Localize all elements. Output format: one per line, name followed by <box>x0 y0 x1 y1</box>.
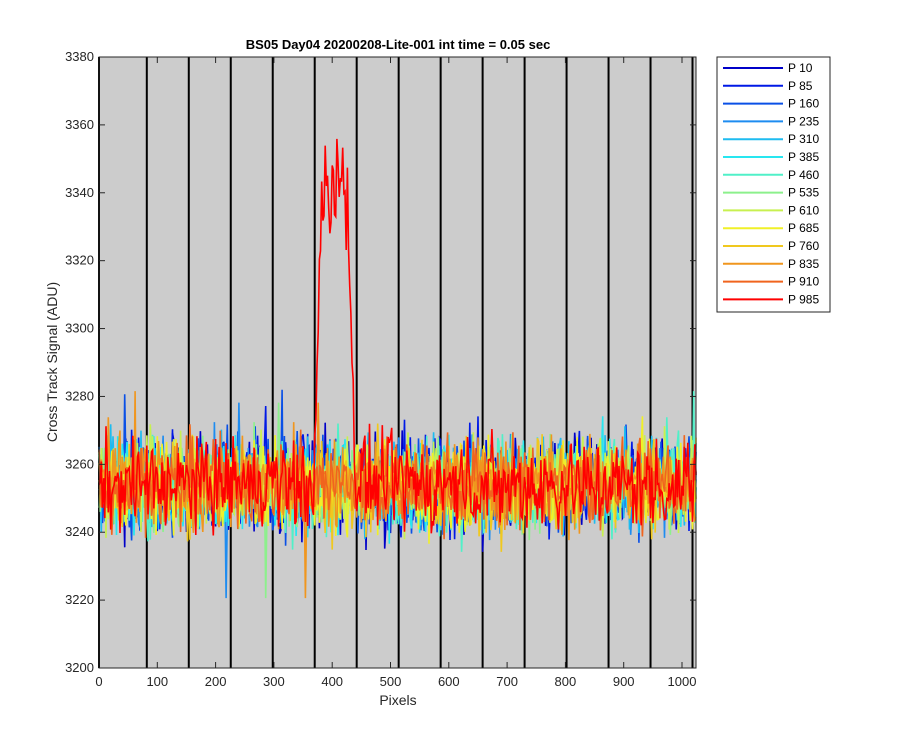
legend-entry: P 235 <box>788 114 819 128</box>
y-tick-label: 3360 <box>65 117 94 132</box>
legend-box <box>716 56 831 313</box>
series-line-p-910 <box>98 424 697 540</box>
y-tick-label: 3300 <box>65 321 94 336</box>
x-tick-label: 500 <box>380 674 402 689</box>
y-tick-label: 3200 <box>65 660 94 675</box>
legend-entry: P 460 <box>788 168 819 182</box>
legend-entry: P 910 <box>788 275 819 289</box>
legend-entry: P 835 <box>788 257 819 271</box>
legend-entry: P 385 <box>788 150 819 164</box>
legend-entry: P 685 <box>788 221 819 235</box>
x-axis: 0 100 200 300 400 500 600 700 800 900 1000 <box>95 57 696 689</box>
legend-entry: P 160 <box>788 97 819 111</box>
y-tick-label: 3260 <box>65 456 94 471</box>
legend-entry: P 535 <box>788 186 819 200</box>
y-tick-label: 3280 <box>65 388 94 403</box>
x-tick-label: 200 <box>205 674 227 689</box>
x-tick-label: 100 <box>146 674 168 689</box>
y-tick-label: 3340 <box>65 185 94 200</box>
legend-entry: P 610 <box>788 203 819 217</box>
legend-entry: P 985 <box>788 292 819 306</box>
legend-entry: P 310 <box>788 132 819 146</box>
x-tick-label: 400 <box>321 674 343 689</box>
x-tick-label: 1000 <box>668 674 697 689</box>
legend-entry: P 10 <box>788 61 813 75</box>
x-tick-label: 600 <box>438 674 460 689</box>
legend: P 10 P 85 P 160 P 235 P 310 P 385 P 460 P 535 P … <box>716 56 831 313</box>
series-line-p-985 <box>98 138 697 536</box>
legend-entry: P 760 <box>788 239 819 253</box>
x-tick-label: 900 <box>613 674 635 689</box>
x-tick-label: 700 <box>496 674 518 689</box>
x-tick-label: 0 <box>95 674 102 689</box>
plot-frame <box>98 56 697 669</box>
x-tick-label: 800 <box>555 674 577 689</box>
y-axis-label: Cross Track Signal (ADU) <box>44 282 60 442</box>
series-lines <box>98 138 697 599</box>
x-axis-label: Pixels <box>379 692 416 708</box>
chart-title: BS05 Day04 20200208-Lite-001 int time = … <box>246 37 551 52</box>
column-boundary-lines <box>98 57 694 668</box>
y-tick-label: 3320 <box>65 253 94 268</box>
y-tick-label: 3380 <box>65 49 94 64</box>
plot-area <box>99 57 696 668</box>
x-tick-label: 300 <box>263 674 285 689</box>
legend-entry: P 85 <box>788 79 813 93</box>
y-tick-label: 3240 <box>65 524 94 539</box>
y-axis: 3200 3220 3240 3260 3280 3300 3320 3340 3360 3380 <box>65 49 696 675</box>
y-tick-label: 3220 <box>65 592 94 607</box>
